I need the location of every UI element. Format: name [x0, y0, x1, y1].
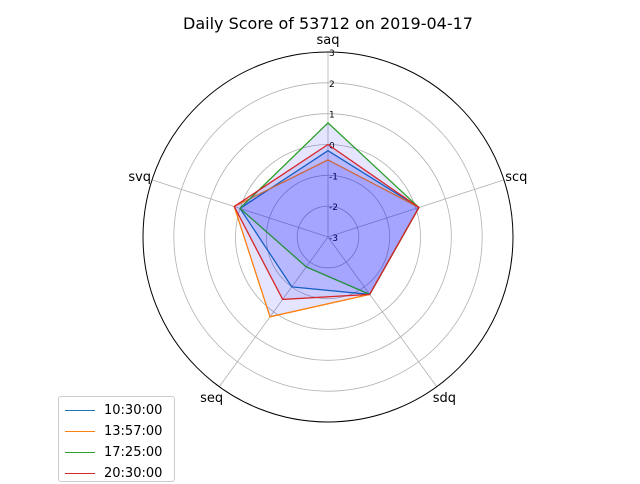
legend: 10:30:00 13:57:00 17:25:00 20:30:00 [58, 396, 175, 482]
axis-label-seq: seq [200, 391, 223, 406]
series-fill-0 [240, 150, 419, 295]
legend-swatch [65, 431, 95, 432]
axis-label-saq: saq [317, 33, 340, 48]
radial-tick-label: -1 [329, 172, 338, 182]
legend-swatch [65, 473, 95, 474]
spoke-sdq [327, 236, 438, 387]
radial-tick-label: 3 [329, 49, 335, 59]
legend-label: 10:30:00 [104, 403, 163, 418]
legend-label: 20:30:00 [104, 466, 163, 481]
radial-tick-label: -3 [329, 234, 338, 244]
legend-swatch [65, 452, 95, 453]
polar-frame [142, 51, 514, 423]
axis-label-svq: svq [128, 170, 151, 185]
series-fill-1 [234, 159, 419, 317]
series-line-3 [233, 143, 420, 301]
legend-item: 17:25:00 [65, 442, 174, 463]
legend-item: 10:30:00 [65, 400, 174, 421]
legend-label: 13:57:00 [104, 424, 163, 439]
axis-label-scq: scq [505, 170, 527, 185]
series-line-2 [239, 122, 420, 296]
series-fill-3 [234, 144, 419, 300]
legend-item: 13:57:00 [65, 421, 174, 442]
spoke-seq [218, 236, 329, 387]
legend-item: 20:30:00 [65, 463, 174, 484]
radial-tick-label: -2 [329, 203, 338, 213]
chart-title: Daily Score of 53712 on 2019-04-17 [183, 14, 473, 33]
legend-swatch [65, 410, 95, 411]
series-line-0 [239, 149, 420, 296]
spoke-scq [327, 179, 505, 238]
radial-tick-label: 2 [329, 80, 335, 90]
axis-label-sdq: sdq [433, 391, 456, 406]
radial-tick-label: 1 [329, 111, 335, 121]
legend-label: 17:25:00 [104, 445, 163, 460]
